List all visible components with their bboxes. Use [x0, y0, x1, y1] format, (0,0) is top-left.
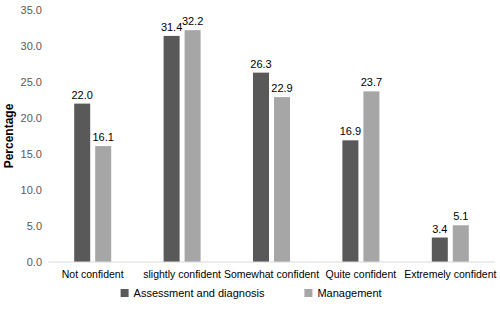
- bar: [363, 91, 379, 262]
- bar: [164, 36, 180, 262]
- data-label: 32.2: [182, 15, 203, 27]
- data-label: 22.9: [271, 82, 292, 94]
- y-tick-label: 5.0: [27, 220, 42, 232]
- legend-swatch: [304, 289, 312, 297]
- bar: [253, 73, 269, 262]
- data-label: 5.1: [453, 210, 468, 222]
- bars: [74, 30, 469, 262]
- tick-mark: [45, 10, 48, 11]
- y-tick-label: 0.0: [27, 256, 42, 268]
- data-label: 16.1: [92, 131, 113, 143]
- y-axis-label: Percentage: [2, 103, 16, 168]
- x-tick-label: Not confident: [62, 268, 124, 280]
- y-tick-label: 20.0: [21, 112, 42, 124]
- data-label: 26.3: [250, 58, 271, 70]
- bar: [74, 104, 90, 262]
- x-tick-label: slightly confident: [143, 268, 221, 280]
- legend-label: Management: [317, 287, 381, 299]
- tick-mark: [45, 118, 48, 119]
- bar: [95, 146, 111, 262]
- tick-mark: [45, 226, 48, 227]
- chart: 0.0 5.0 10.0 15.0 20.0 25.0 30.0 35.0 Percentage…: [0, 0, 500, 309]
- bar: [432, 238, 448, 262]
- tick-mark: [45, 82, 48, 83]
- y-tick-label: 10.0: [21, 184, 42, 196]
- x-tick-label: Quite confident: [326, 268, 397, 280]
- x-tick-label: Extremely confident: [404, 268, 496, 280]
- y-tick-label: 35.0: [21, 4, 42, 16]
- data-label: 16.9: [340, 125, 361, 137]
- x-tick-label: Somewhat confident: [224, 268, 319, 280]
- bar: [185, 30, 201, 262]
- legend: Assessment and diagnosis Management: [121, 287, 382, 299]
- tick-mark: [45, 46, 48, 47]
- legend-label: Assessment and diagnosis: [134, 287, 265, 299]
- tick-mark: [45, 262, 48, 263]
- data-label: 22.0: [71, 89, 92, 101]
- y-tick-label: 15.0: [21, 148, 42, 160]
- legend-swatch: [121, 289, 129, 297]
- data-label: 3.4: [432, 223, 447, 235]
- data-labels: 22.0 31.4 26.3 16.9 3.4 16.1 32.2 22.9 23.7 5.1: [71, 15, 468, 234]
- y-tick-label: 30.0: [21, 40, 42, 52]
- bar: [274, 97, 290, 262]
- y-tick-label: 25.0: [21, 76, 42, 88]
- data-label: 31.4: [161, 21, 182, 33]
- tick-mark: [45, 190, 48, 191]
- bar: [342, 140, 358, 262]
- data-label: 23.7: [361, 76, 382, 88]
- bar: [453, 225, 469, 262]
- tick-mark: [45, 154, 48, 155]
- x-axis-line: [48, 262, 495, 263]
